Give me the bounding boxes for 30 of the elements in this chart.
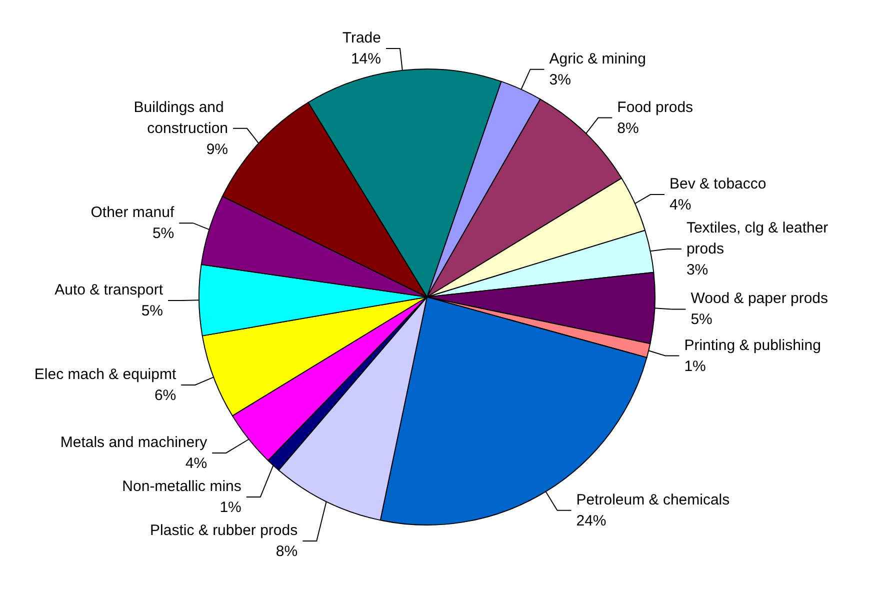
slice-label: Elec mach & equipmt: [34, 366, 177, 383]
slice-label: Buildings and construction: [134, 98, 228, 137]
slice-label: Trade: [342, 29, 381, 46]
slice-label: Agric & mining: [549, 50, 646, 68]
slice-label: Printing & publishing: [684, 336, 821, 354]
slice-label: Petroleum & chemicals: [576, 491, 730, 508]
data-label: 1%: [220, 498, 242, 516]
data-label: 4%: [670, 196, 692, 214]
data-label: 24%: [576, 512, 606, 530]
data-label: 3%: [686, 262, 708, 279]
data-label: 3%: [549, 71, 571, 88]
slice-label: Food prods: [617, 98, 694, 116]
data-label: 1%: [684, 358, 706, 375]
slice-label: Bev & tobacco: [670, 176, 766, 193]
data-label: 14%: [350, 50, 381, 68]
data-label: 8%: [276, 542, 298, 560]
slice-label: Plastic & rubber prods: [150, 522, 298, 539]
data-label: 5%: [152, 225, 174, 242]
data-label: 6%: [154, 386, 176, 404]
data-label: 9%: [206, 140, 228, 158]
slice-label: Auto & transport: [54, 281, 164, 298]
data-label: 5%: [141, 302, 164, 320]
slice-label: Wood & paper prods: [690, 290, 828, 308]
slice-label: Metals and machinery: [60, 434, 208, 451]
data-label: 4%: [185, 454, 208, 472]
slice-label: Other manuf: [90, 204, 175, 222]
slice-label: Textiles, clg & leather prods: [686, 220, 832, 258]
data-label: 8%: [617, 120, 639, 137]
slice-label: Non-metallic mins: [122, 478, 242, 495]
data-label: 5%: [690, 311, 712, 328]
